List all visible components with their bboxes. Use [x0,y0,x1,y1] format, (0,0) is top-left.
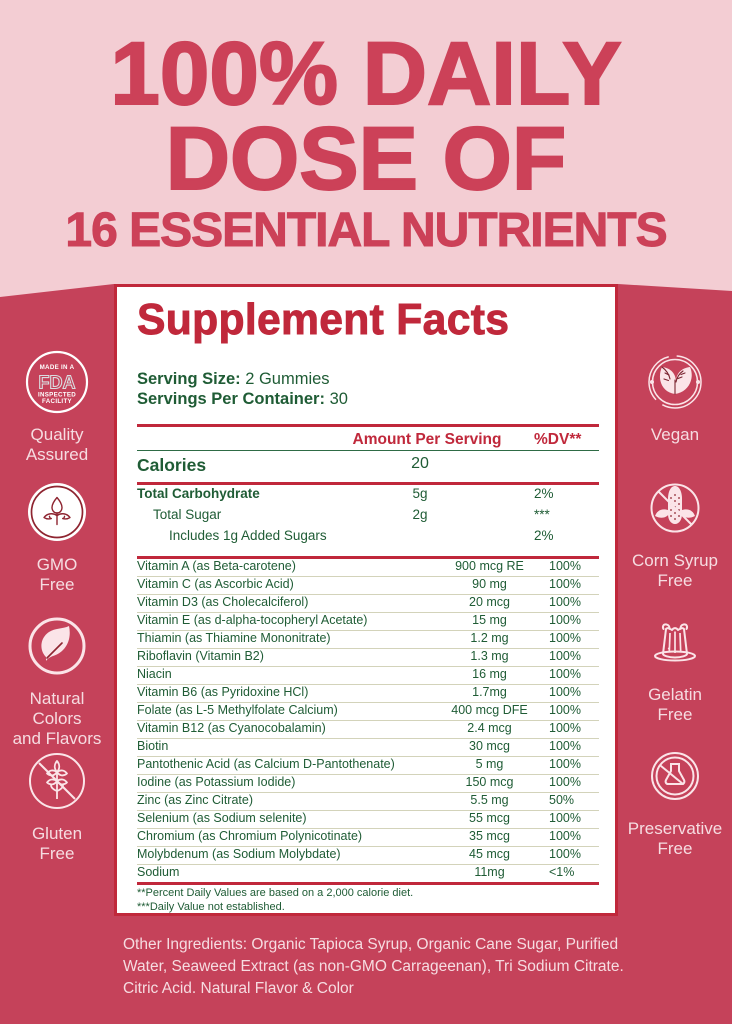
svg-text:MADE IN A: MADE IN A [40,364,75,371]
svg-text:FDA: FDA [39,373,76,393]
svg-text:FACILITY: FACILITY [42,398,72,405]
